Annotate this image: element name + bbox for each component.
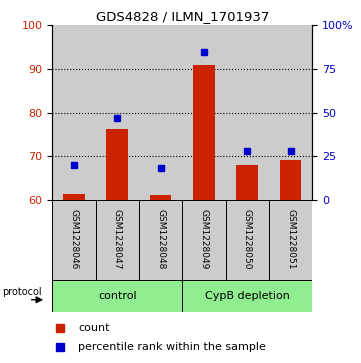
Text: count: count: [78, 323, 110, 333]
Bar: [106, 129, 128, 200]
Bar: [193, 65, 215, 200]
Bar: [139, 25, 182, 200]
Bar: [139, 200, 182, 280]
Bar: [226, 200, 269, 280]
Bar: [280, 160, 301, 200]
Bar: [269, 25, 312, 200]
Bar: [52, 200, 96, 280]
Bar: [226, 25, 269, 200]
Text: GSM1228048: GSM1228048: [156, 209, 165, 270]
Text: GSM1228047: GSM1228047: [113, 209, 122, 270]
Bar: [150, 195, 171, 200]
Bar: [96, 200, 139, 280]
Bar: [269, 200, 312, 280]
Bar: [236, 165, 258, 200]
Bar: [52, 25, 96, 200]
Bar: [96, 25, 139, 200]
Bar: [182, 25, 226, 200]
Text: GSM1228051: GSM1228051: [286, 209, 295, 270]
Bar: [182, 280, 312, 312]
Text: percentile rank within the sample: percentile rank within the sample: [78, 342, 266, 352]
Text: protocol: protocol: [3, 287, 42, 297]
Text: GSM1228050: GSM1228050: [243, 209, 252, 270]
Bar: [182, 200, 226, 280]
Title: GDS4828 / ILMN_1701937: GDS4828 / ILMN_1701937: [96, 10, 269, 23]
Bar: [52, 280, 182, 312]
Text: GSM1228049: GSM1228049: [200, 209, 208, 270]
Text: GSM1228046: GSM1228046: [70, 209, 78, 270]
Text: control: control: [98, 291, 136, 301]
Text: CypB depletion: CypB depletion: [205, 291, 290, 301]
Bar: [63, 195, 85, 200]
